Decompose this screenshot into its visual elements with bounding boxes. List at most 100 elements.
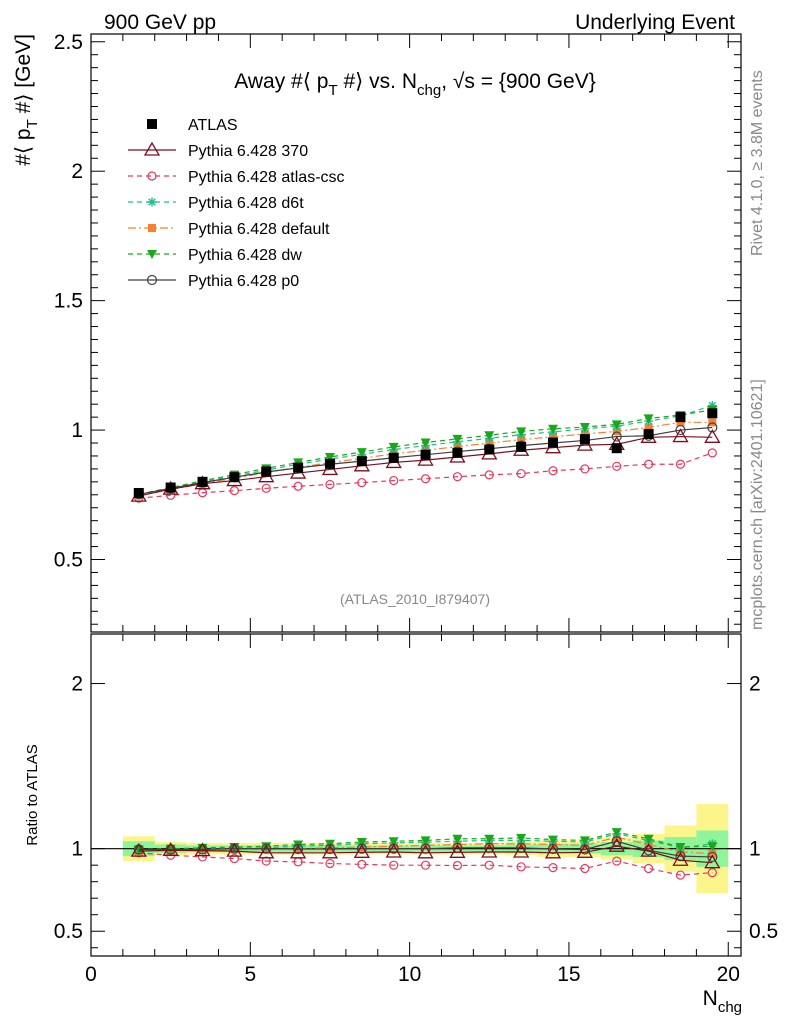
ratio-point-p370: [576, 844, 594, 858]
point-atlas_csc: [325, 479, 335, 490]
ratio-ylabel: Ratio to ATLAS: [24, 744, 41, 845]
main-title: Away #⟨ pT #⟩ vs. Nchg, √s = {900 GeV}: [234, 70, 596, 99]
legend-marker-dw: [147, 250, 157, 259]
ratio-point-p370: [513, 843, 530, 858]
ratio-point-atlas_csc: [707, 868, 717, 878]
main-frame: [90, 33, 742, 633]
point-ATLAS: [388, 452, 399, 463]
ratio-point-p0: [707, 851, 718, 863]
x-tick-label: 20: [717, 963, 740, 986]
point-p0: [611, 431, 622, 442]
ratio-point-atlas_csc: [261, 856, 271, 866]
ratio-point-atlas_csc: [516, 862, 526, 872]
ratio-point-atlas_csc: [420, 860, 431, 870]
x-tick-label: 0: [85, 963, 97, 986]
ratio-line-p370: [138, 845, 713, 864]
ratio-point-p0: [165, 844, 176, 855]
ratio-y-tick-label-right: 0.5: [749, 920, 778, 943]
legend-entry-ATLAS: ATLAS: [147, 117, 238, 134]
rivet-version-label: Rivet 4.1.0, ≥ 3.8M events: [749, 70, 766, 256]
legend-entry-default: Pythia 6.428 default: [128, 221, 330, 238]
point-default: [549, 432, 558, 441]
ratio-point-dw: [516, 833, 527, 843]
point-ATLAS: [197, 476, 208, 487]
point-dw: [484, 431, 495, 441]
point-ATLAS: [516, 441, 527, 452]
ratio-y-tick-label-right: 1: [749, 838, 761, 861]
point-dw: [452, 434, 463, 444]
ratio-point-atlas_csc: [580, 863, 590, 874]
ratio-point-dw: [611, 828, 622, 838]
point-ATLAS: [452, 447, 463, 458]
point-dw: [579, 422, 590, 432]
ratio-point-p370: [321, 844, 339, 859]
ratio-point-dw: [675, 843, 686, 853]
series-atlas_csc: [134, 448, 717, 503]
point-default: [517, 435, 526, 444]
ratio-point-atlas_csc: [325, 858, 335, 869]
point-default: [580, 429, 589, 438]
point-atlas_csc: [357, 478, 367, 488]
point-p370: [672, 428, 689, 443]
point-ATLAS: [548, 437, 559, 448]
legend-marker-ATLAS: [147, 119, 157, 129]
ratio-point-dw: [388, 837, 399, 847]
x-tick-label: 10: [398, 963, 421, 986]
ratio-frame: [90, 633, 742, 957]
ratio-point-p370: [449, 844, 466, 858]
point-dw: [516, 427, 527, 437]
legend-marker-atlas_csc: [147, 171, 157, 181]
point-p0: [675, 424, 686, 436]
point-atlas_csc: [643, 459, 654, 469]
ratio-point-p0: [197, 844, 208, 855]
point-atlas_csc: [261, 483, 271, 493]
ratio-point-atlas_csc: [484, 860, 494, 870]
series-line-p0: [138, 426, 713, 495]
x-tick-label: 5: [244, 963, 256, 986]
analysis-watermark: (ATLAS_2010_I879407): [340, 591, 490, 607]
ratio-point-p370: [353, 844, 370, 858]
legend-marker-default: [148, 224, 156, 232]
point-ATLAS: [643, 428, 654, 439]
ratio-point-dw: [484, 834, 495, 844]
ratio-point-atlas_csc: [643, 863, 654, 874]
ratio-point-atlas_csc: [612, 856, 622, 866]
ratio-point-dw: [707, 842, 718, 852]
point-dw: [548, 424, 559, 434]
point-ATLAS: [420, 449, 431, 460]
ratio-point-dw: [420, 836, 431, 846]
point-default: [612, 427, 621, 436]
y-tick-label: 1.5: [54, 290, 83, 313]
point-atlas_csc: [293, 481, 303, 491]
legend-entry-atlas_csc: Pythia 6.428 atlas-csc: [128, 169, 345, 186]
ratio-point-p370: [194, 842, 211, 857]
point-atlas_csc: [420, 474, 431, 484]
series-line-atlas_csc: [138, 452, 713, 499]
legend-label-d6t: Pythia 6.428 d6t: [188, 195, 304, 212]
y-tick-label: 2: [71, 160, 83, 183]
mcplots-label: mcplots.cern.ch [arXiv:2401.10621]: [749, 379, 766, 630]
point-ATLAS: [229, 472, 240, 483]
ratio-point-p370: [258, 844, 275, 859]
ratio-point-p370: [544, 844, 562, 859]
ratio-axis-ticks: 0.5 0.51 12 20 5 10 15 20: [54, 634, 778, 986]
ratio-point-p0: [547, 843, 559, 855]
point-ATLAS: [356, 456, 367, 467]
ratio-series-layer: [130, 828, 721, 880]
legend-entry-p370: Pythia 6.428 370: [128, 141, 308, 160]
ratio-point-dw: [643, 834, 654, 844]
legend-entry-p0: Pythia 6.428 p0: [128, 273, 299, 290]
ratio-point-p370: [640, 842, 657, 857]
ratio-point-dw: [452, 834, 463, 844]
y-tick-label: 2.5: [54, 31, 83, 54]
point-ATLAS: [293, 462, 304, 473]
ratio-line-p0: [138, 840, 713, 858]
point-default: [676, 418, 685, 427]
main-ylabel: #⟨ pT #⟩ [GeV]: [12, 34, 41, 166]
legend-entry-dw: Pythia 6.428 dw: [128, 247, 302, 264]
legend-marker-p0: [146, 274, 158, 286]
point-dw: [420, 438, 431, 448]
point-ATLAS: [165, 482, 176, 493]
main-series-layer: [130, 400, 721, 503]
ratio-point-p370: [130, 842, 147, 857]
